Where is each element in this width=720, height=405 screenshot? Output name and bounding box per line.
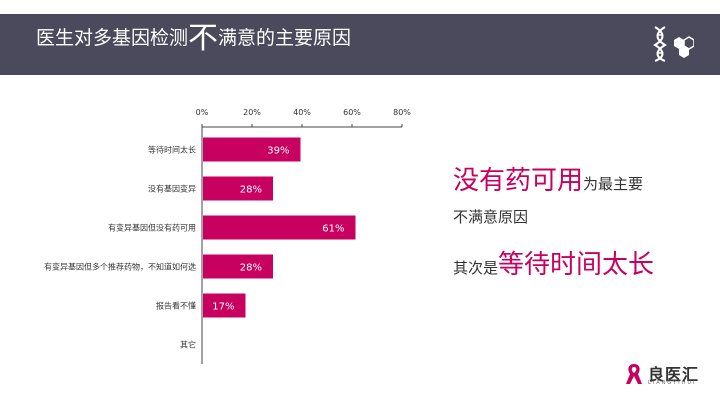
note-line-3: 其次是等待时间太长 xyxy=(453,244,654,281)
bar xyxy=(203,137,301,162)
brand-subtitle: LIANGYIHUI xyxy=(648,380,697,386)
x-tick-label: 60% xyxy=(343,108,361,117)
bar xyxy=(203,215,356,240)
bar-value-label: 28% xyxy=(240,185,262,196)
title-part2: 满意的主要原因 xyxy=(218,27,352,49)
brand-name: 良医汇 xyxy=(648,365,700,384)
category-label: 其它 xyxy=(180,340,196,350)
bar-value-label: 28% xyxy=(240,263,262,274)
bar xyxy=(203,293,246,318)
title-big-char: 不 xyxy=(188,21,219,56)
bar-value-label: 39% xyxy=(267,146,289,157)
x-tick-label: 80% xyxy=(393,108,411,117)
ribbon-icon xyxy=(626,364,642,384)
x-tick-label: 40% xyxy=(293,108,311,117)
note-highlight-3: 等待时间太长 xyxy=(498,250,655,280)
note-line-2: 不满意原因 xyxy=(453,208,529,226)
bar xyxy=(203,176,273,201)
bar xyxy=(203,254,273,279)
category-label: 报告看不懂 xyxy=(156,301,196,311)
x-tick-label: 0% xyxy=(196,108,209,117)
note-rest-1: 为最主要 xyxy=(583,175,644,193)
title-part1: 医生对多基因检测 xyxy=(36,27,189,49)
bar-chart: 0% 20% 40% 60% 80% 等待时间太长 39% 没有基因变异 28% 有变异基因但没有… xyxy=(44,108,411,364)
category-label: 等待时间太长 xyxy=(148,145,196,155)
x-tick-label: 20% xyxy=(243,108,261,117)
page-title: 医生对多基因检测不满意的主要原因 xyxy=(36,20,352,54)
category-label: 有变异基因但没有药可用 xyxy=(108,223,196,233)
note-prefix-3: 其次是 xyxy=(453,259,499,277)
bar-value-label: 61% xyxy=(322,224,344,235)
note-line-1: 没有药可用为最主要 xyxy=(453,160,643,197)
header-bar xyxy=(0,14,720,75)
category-label: 没有基因变异 xyxy=(148,184,196,194)
dna-hexagon-icon xyxy=(653,26,694,62)
note-highlight-1: 没有药可用 xyxy=(453,166,584,196)
category-label: 有变异基因但多个推荐药物，不知道如何选 xyxy=(44,262,196,272)
bar-value-label: 17% xyxy=(212,302,234,313)
